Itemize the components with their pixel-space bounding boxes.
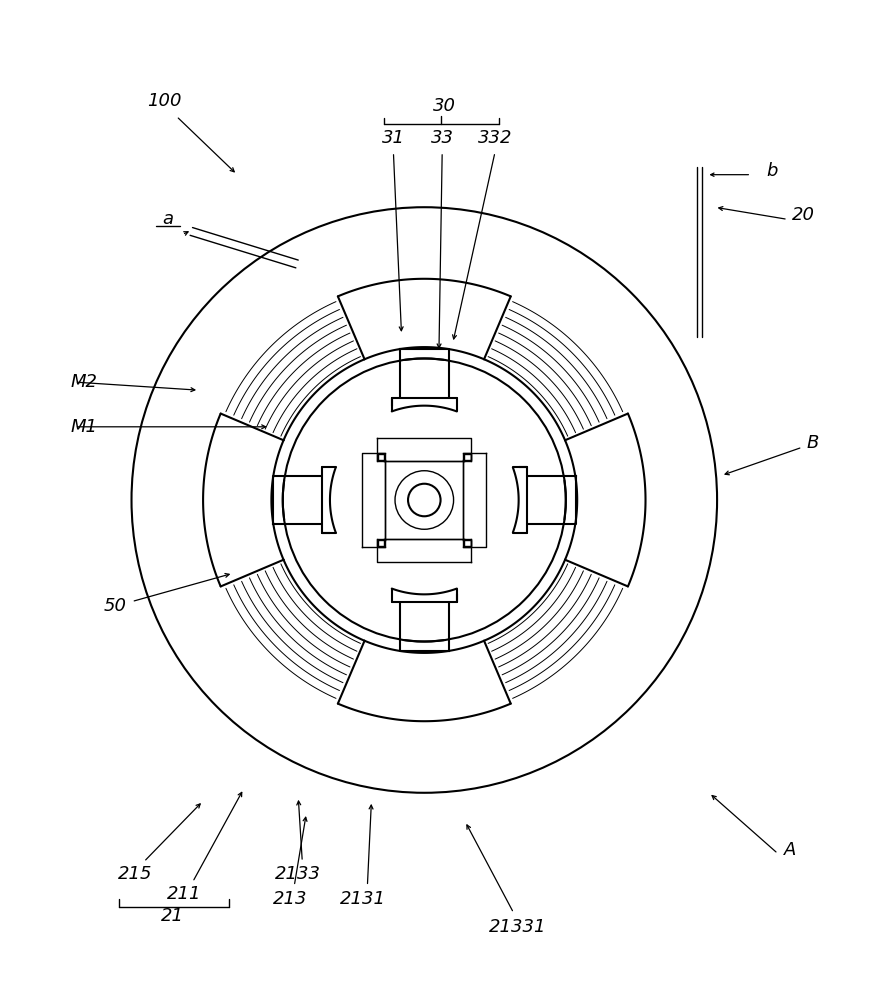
Text: b: b [766, 162, 777, 180]
Text: 211: 211 [167, 885, 202, 903]
Text: 100: 100 [147, 92, 182, 110]
Text: 20: 20 [792, 206, 815, 224]
Text: 33: 33 [430, 129, 454, 147]
Text: 213: 213 [273, 890, 307, 908]
Text: 21: 21 [161, 907, 183, 925]
Text: B: B [807, 434, 819, 452]
Text: 31: 31 [382, 129, 405, 147]
Text: 332: 332 [478, 129, 512, 147]
Text: 215: 215 [119, 865, 153, 883]
Text: 2133: 2133 [275, 865, 321, 883]
Text: M2: M2 [71, 373, 98, 391]
Text: 21331: 21331 [489, 918, 546, 936]
Text: a: a [162, 210, 174, 228]
Text: 50: 50 [104, 597, 127, 615]
Text: 30: 30 [433, 97, 456, 115]
Text: 2131: 2131 [340, 890, 387, 908]
Text: A: A [784, 841, 796, 859]
Text: M1: M1 [71, 418, 98, 436]
